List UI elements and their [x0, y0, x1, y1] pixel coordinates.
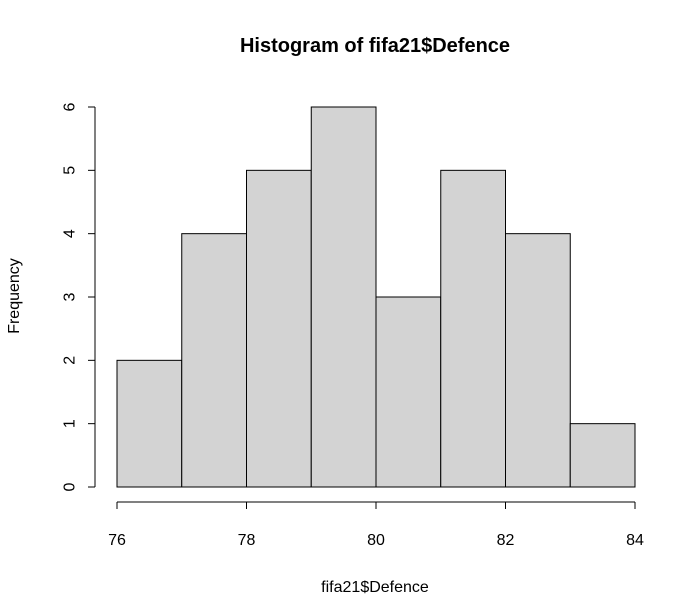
y-axis-label: Frequency [6, 258, 23, 334]
x-axis: 76 78 80 82 84 [108, 501, 644, 549]
y-tick-label-4: 4 [62, 229, 79, 238]
y-tick-label-1: 1 [62, 419, 79, 428]
x-tick-label-76: 76 [108, 532, 126, 549]
chart-title: Histogram of fifa21$Defence [240, 35, 510, 57]
histogram-bar-8 [569, 423, 636, 488]
y-axis: 0 1 2 3 4 5 6 [62, 102, 96, 491]
histogram-bar-7 [505, 233, 571, 488]
x-tick-label-82: 82 [497, 532, 515, 549]
x-tick-label-84: 84 [626, 532, 644, 549]
histogram-bar-6 [440, 169, 506, 488]
y-tick-label-2: 2 [62, 356, 79, 365]
histogram-bar-2 [181, 233, 247, 488]
histogram-bar-5 [375, 296, 442, 488]
histogram-bar-4 [310, 106, 377, 488]
x-axis-label: fifa21$Defence [321, 579, 429, 596]
x-tick-label-80: 80 [367, 532, 385, 549]
histogram-bar-1 [116, 359, 183, 488]
histogram-bar-3 [246, 169, 312, 488]
y-tick-label-6: 6 [62, 102, 79, 111]
x-tick-label-78: 78 [238, 532, 256, 549]
y-tick-label-0: 0 [62, 482, 79, 491]
bars-group [116, 106, 636, 488]
y-tick-label-3: 3 [62, 292, 79, 301]
y-tick-label-5: 5 [62, 166, 79, 175]
